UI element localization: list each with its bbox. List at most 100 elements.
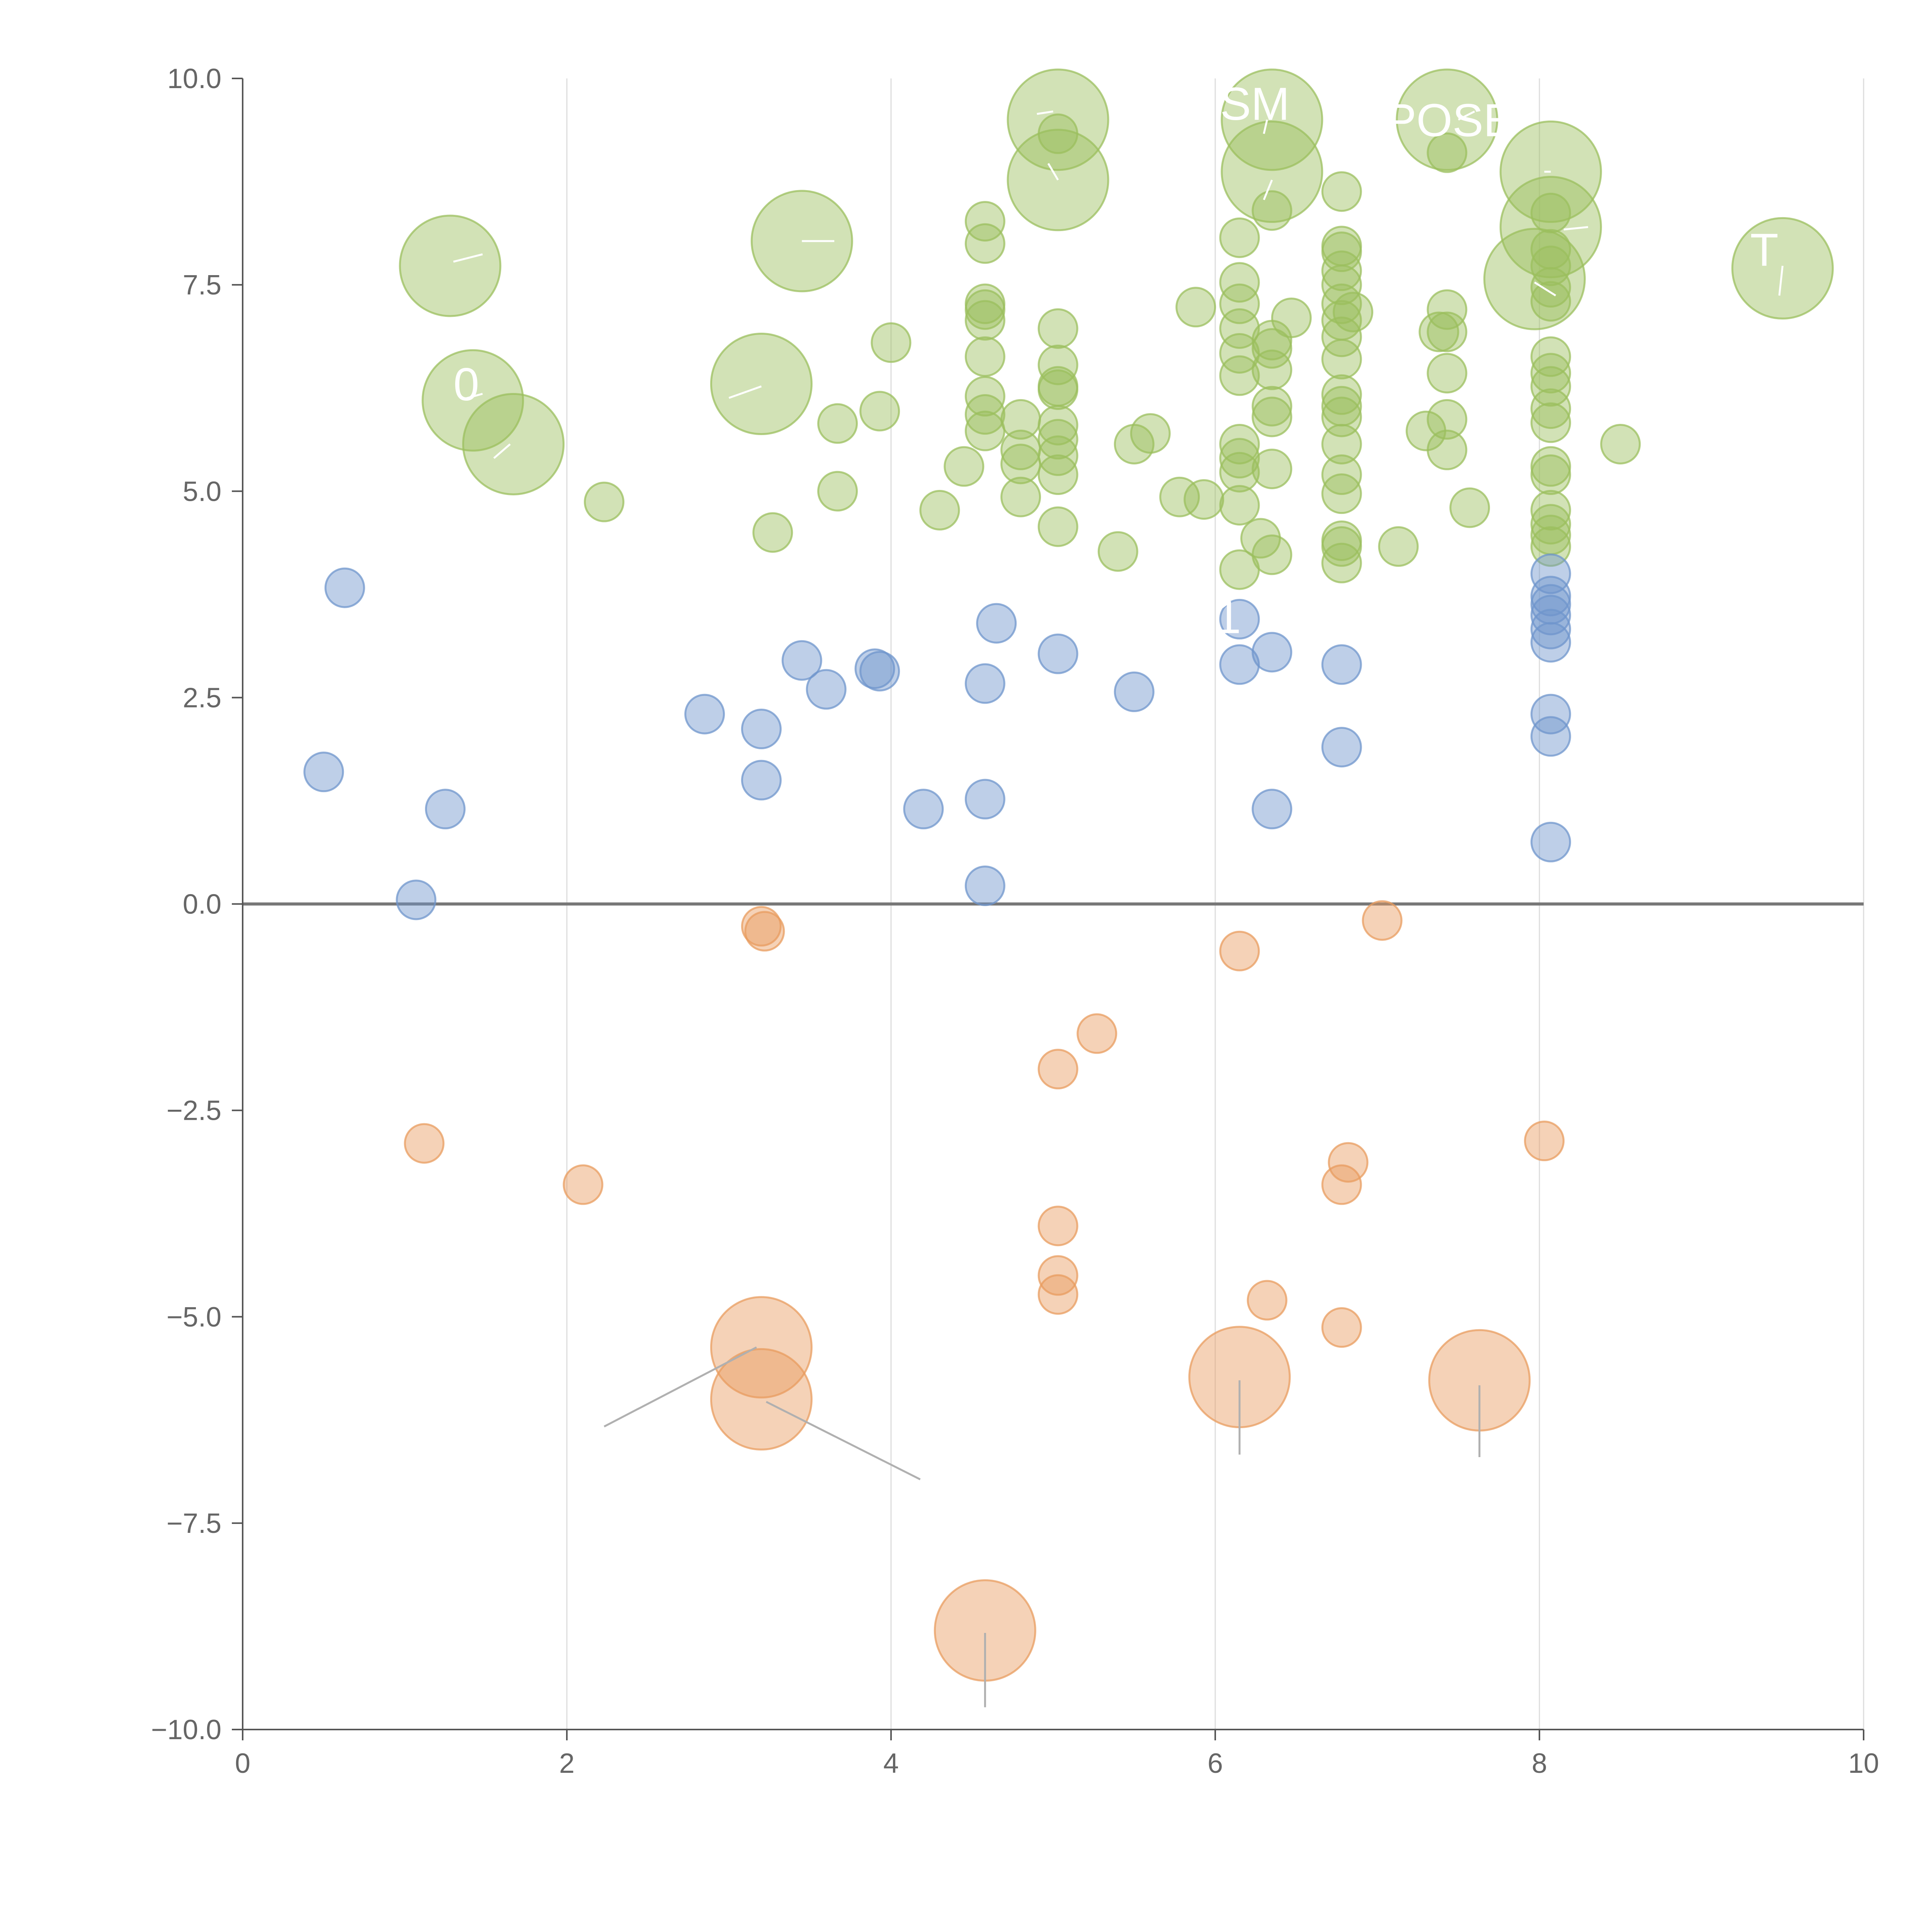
green-point <box>1530 504 1571 545</box>
orange-point <box>404 1123 445 1164</box>
green-point <box>871 322 912 363</box>
green-point <box>1321 171 1362 212</box>
green-point <box>752 512 793 553</box>
green-point <box>1219 308 1260 349</box>
blue-point <box>1321 727 1362 768</box>
green-point <box>964 376 1005 417</box>
green-point <box>944 446 985 487</box>
leader-line <box>728 385 762 399</box>
blue-point <box>684 694 725 735</box>
blue-point <box>1530 609 1571 650</box>
leader-line <box>1047 163 1059 181</box>
green-point <box>1219 485 1260 526</box>
leader-line <box>1458 111 1475 121</box>
green-point <box>462 393 565 495</box>
orange-point <box>1328 1142 1369 1183</box>
green-point <box>1252 396 1293 437</box>
green-point <box>964 410 1005 451</box>
green-point <box>1252 190 1293 231</box>
green-point <box>1037 308 1078 349</box>
green-point <box>1321 316 1362 357</box>
green-point <box>1037 506 1078 547</box>
x-tick-label: 0 <box>235 1748 250 1779</box>
annotation-label: POSE <box>1385 95 1514 146</box>
leader-line <box>464 393 483 400</box>
green-point <box>1219 423 1260 464</box>
x-tick-label: 4 <box>883 1748 899 1779</box>
green-point <box>1530 402 1571 443</box>
blue-point <box>903 789 944 830</box>
green-point <box>1219 452 1260 493</box>
blue-point <box>806 669 847 710</box>
green-point <box>964 223 1005 264</box>
y-tick-label: 0.0 <box>183 889 221 920</box>
orange-point <box>710 1296 813 1399</box>
green-point <box>1396 68 1498 171</box>
green-point <box>1037 405 1078 446</box>
green-point <box>1321 250 1362 291</box>
blue-point <box>425 789 466 830</box>
green-point <box>1037 369 1078 410</box>
green-point <box>1219 438 1260 479</box>
blue-point <box>1530 821 1571 862</box>
blue-point <box>741 760 782 801</box>
leader-line <box>1563 226 1588 231</box>
green-point <box>1321 473 1362 514</box>
y-tick-label: −10.0 <box>151 1714 221 1745</box>
green-point <box>1219 283 1260 324</box>
green-point <box>1252 449 1293 490</box>
green-point <box>1321 543 1362 583</box>
green-point <box>1184 479 1225 520</box>
green-point <box>1530 267 1571 308</box>
annotation-label: 1 <box>1215 592 1241 643</box>
blue-point <box>1530 694 1571 735</box>
green-point <box>1321 338 1362 379</box>
leader-line <box>453 253 483 263</box>
green-point <box>1219 217 1260 258</box>
green-point <box>1000 476 1041 517</box>
y-tick-label: −2.5 <box>167 1095 221 1126</box>
green-point <box>1427 311 1468 352</box>
green-point <box>1449 487 1490 528</box>
y-tick-label: 10.0 <box>167 63 221 94</box>
x-axis-ticks: 0 2 4 6 8 10 <box>235 1730 1879 1779</box>
green-point <box>1427 399 1468 440</box>
green-point <box>1252 349 1293 390</box>
green-point <box>422 349 524 452</box>
green-point <box>1252 328 1293 369</box>
annotation-label: T <box>1750 224 1778 276</box>
green-point <box>1130 413 1171 454</box>
y-tick-label: −5.0 <box>167 1302 221 1333</box>
blue-point <box>1219 644 1260 685</box>
green-point <box>1530 388 1571 429</box>
y-tick-label: −7.5 <box>167 1508 221 1539</box>
blue-point <box>396 879 437 920</box>
green-point <box>1530 353 1571 394</box>
leader-lines <box>453 110 1784 1708</box>
green-point <box>1037 419 1078 460</box>
orange-point <box>1524 1121 1565 1162</box>
blue-point <box>781 640 822 681</box>
green-point <box>1252 534 1293 575</box>
blue-point <box>964 663 1005 704</box>
leader-line <box>604 1346 757 1428</box>
orange-point <box>1247 1280 1287 1321</box>
leader-line <box>1263 179 1273 201</box>
leader-line <box>765 1401 921 1480</box>
blue-point <box>324 567 365 608</box>
leader-line <box>1778 265 1784 296</box>
green-point <box>1427 132 1468 173</box>
orange-point <box>1037 1049 1078 1090</box>
green-point <box>1427 289 1468 330</box>
green-point <box>1530 245 1571 286</box>
blue-point <box>1530 553 1571 594</box>
y-tick-label: 2.5 <box>183 682 221 713</box>
blue-point <box>1321 644 1362 685</box>
green-point <box>1271 298 1312 338</box>
y-tick-label: 5.0 <box>183 476 221 507</box>
green-point <box>1530 281 1571 322</box>
orange-point <box>1321 1307 1362 1348</box>
green-point <box>1221 120 1323 223</box>
blue-point <box>1252 789 1293 830</box>
